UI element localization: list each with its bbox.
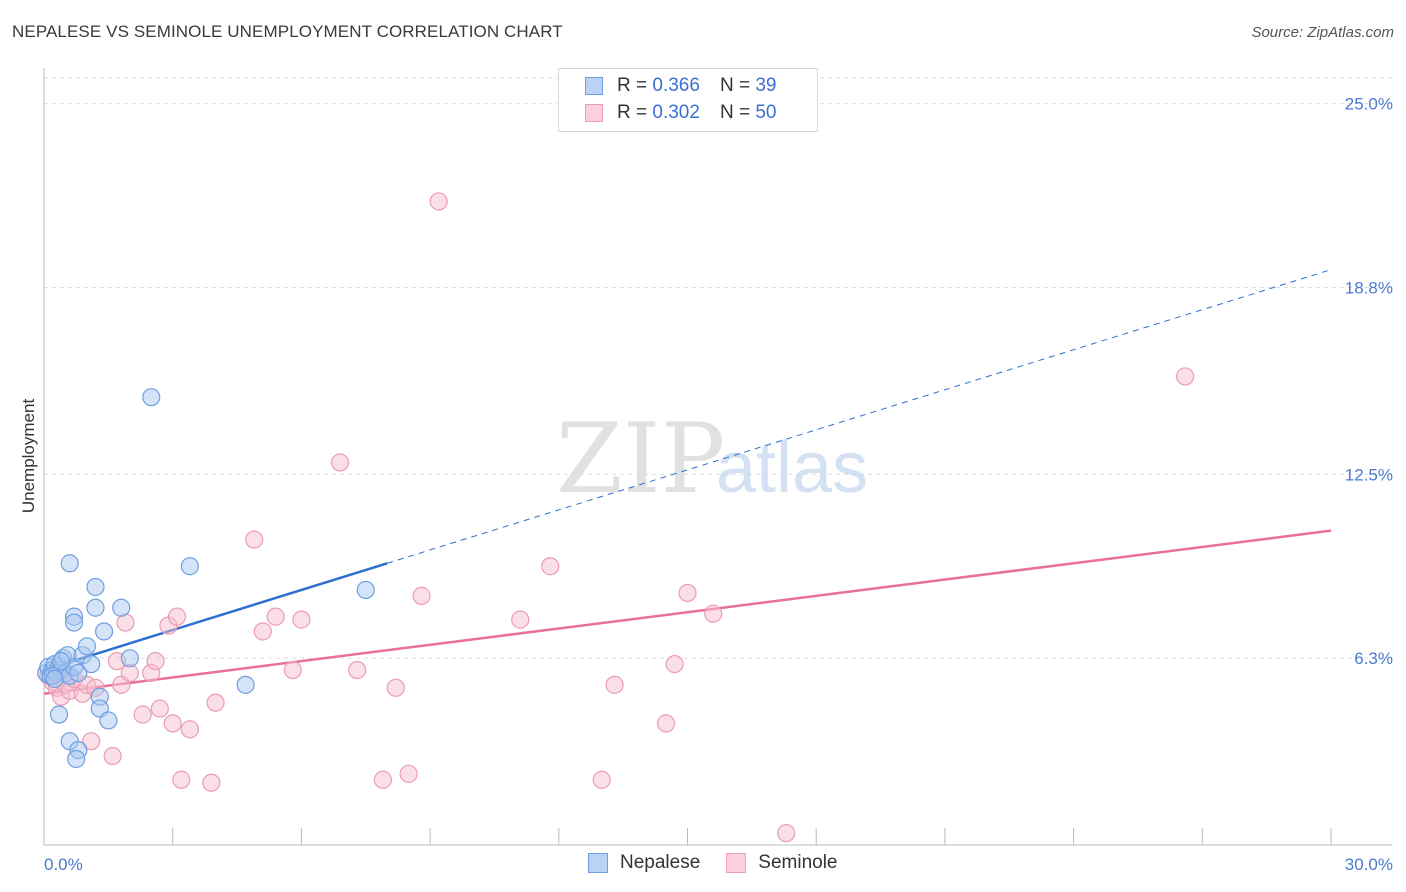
nepalese-trendline xyxy=(43,562,388,672)
seminole-point xyxy=(167,607,187,626)
nepalese-point xyxy=(52,652,71,671)
nepalese-point xyxy=(64,613,84,632)
seminole-point xyxy=(605,675,624,694)
seminole-point xyxy=(206,693,225,712)
watermark-zip: ZIP xyxy=(556,403,725,515)
seminole-trendline xyxy=(43,529,1332,695)
nepalese-point xyxy=(142,388,161,407)
seminole-point xyxy=(1176,367,1195,386)
nepalese-point xyxy=(236,675,255,694)
bottom-legend-seminole[interactable]: Seminole xyxy=(726,852,838,874)
y-tick-label: 25.0% xyxy=(1345,95,1393,114)
nepalese-point xyxy=(67,749,86,769)
seminole-point xyxy=(292,610,311,629)
nepalese-point xyxy=(77,637,97,656)
legend-r-value: 0.302 xyxy=(652,102,700,123)
seminole-point xyxy=(283,660,302,680)
seminole-point xyxy=(592,770,611,789)
nepalese-point xyxy=(86,598,105,617)
legend-n-label: N = xyxy=(719,75,751,96)
seminole-point xyxy=(678,583,697,603)
seminole-point xyxy=(103,746,122,766)
y-axis-label: Unemployment xyxy=(19,399,38,514)
nepalese-point xyxy=(86,577,105,597)
bottom-legend: Nepalese Seminole xyxy=(588,852,864,874)
source-label: Source: ZipAtlas.com xyxy=(1251,24,1394,41)
x-tick-label: 30.0% xyxy=(1345,855,1393,874)
tick-labels: 6.3% 12.5% 18.8% 25.0% 0.0% 30.0% xyxy=(44,95,1393,874)
seminole-point xyxy=(82,732,101,751)
seminole-point xyxy=(704,604,723,623)
seminole-legend-label: Seminole xyxy=(758,852,838,873)
seminole-point xyxy=(253,622,272,641)
seminole-point xyxy=(665,654,684,674)
legend-n-value: 39 xyxy=(755,75,777,96)
nepalese-point xyxy=(356,580,375,600)
nepalese-point xyxy=(45,669,64,689)
y-tick-label: 12.5% xyxy=(1345,465,1393,484)
seminole-point xyxy=(266,607,285,626)
legend-r-value: 0.366 xyxy=(652,75,700,96)
nepalese-swatch xyxy=(588,853,608,873)
seminole-point xyxy=(180,720,199,739)
nepalese-trendline-extension xyxy=(387,269,1332,564)
legend-r-label: R = xyxy=(617,75,648,96)
legend-n-value: 50 xyxy=(755,102,777,123)
nepalese-point xyxy=(180,557,199,576)
axes xyxy=(43,68,1392,846)
seminole-point xyxy=(511,610,530,629)
seminole-point xyxy=(399,764,418,783)
seminole-point xyxy=(202,773,221,792)
watermark: ZIP atlas xyxy=(556,403,868,515)
y-tick-label: 18.8% xyxy=(1345,278,1393,297)
seminole-point xyxy=(429,192,448,211)
seminole-swatch xyxy=(726,853,747,873)
nepalese-point xyxy=(112,598,131,617)
nepalese-point xyxy=(120,649,139,668)
nepalese-point xyxy=(82,654,101,674)
nepalese-point xyxy=(60,554,79,573)
seminole-point xyxy=(330,453,350,472)
legend-row-seminole: R = 0.302 N = 50 xyxy=(585,100,776,126)
trendlines xyxy=(43,269,1332,695)
seminole-point xyxy=(172,770,191,789)
data-points xyxy=(37,192,1195,843)
nepalese-point xyxy=(99,711,118,730)
bottom-legend-nepalese[interactable]: Nepalese xyxy=(588,852,700,874)
nepalese-point xyxy=(69,663,88,683)
nepalese-point xyxy=(49,705,69,724)
seminole-point xyxy=(777,824,796,843)
legend-n-label: N = xyxy=(719,102,751,123)
y-tick-label: 6.3% xyxy=(1354,649,1393,668)
seminole-point xyxy=(163,714,182,733)
x-tick-label: 0.0% xyxy=(44,855,83,874)
seminole-point xyxy=(386,678,405,697)
seminole-point xyxy=(150,699,169,718)
seminole-swatch xyxy=(585,104,603,122)
seminole-point xyxy=(146,652,165,671)
seminole-point xyxy=(656,714,676,733)
legend-r-label: R = xyxy=(617,102,648,123)
nepalese-legend-label: Nepalese xyxy=(620,852,701,873)
seminole-point xyxy=(412,586,431,605)
watermark-atlas: atlas xyxy=(716,428,868,508)
seminole-point xyxy=(541,557,560,576)
seminole-point xyxy=(373,770,393,789)
legend-row-nepalese: R = 0.366 N = 39 xyxy=(585,73,776,99)
seminole-point xyxy=(348,660,367,680)
seminole-point xyxy=(245,530,264,549)
chart-title: NEPALESE VS SEMINOLE UNEMPLOYMENT CORREL… xyxy=(12,22,563,41)
seminole-point xyxy=(133,705,152,724)
legend: R = 0.366 N = 39 R = 0.302 N = 50 xyxy=(558,68,818,132)
nepalese-point xyxy=(94,622,114,641)
nepalese-swatch xyxy=(585,77,603,95)
